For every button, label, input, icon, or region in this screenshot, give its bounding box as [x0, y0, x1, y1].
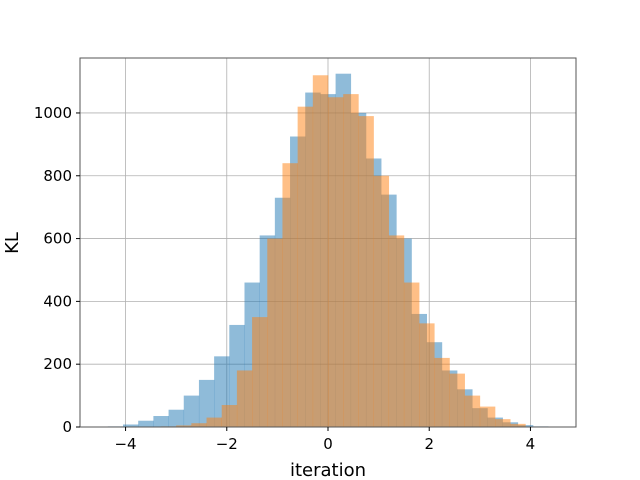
histogram-bar [198, 379, 215, 427]
x-tick-label: −2 [216, 435, 238, 453]
histogram-bar [479, 406, 496, 427]
histogram-bar [221, 405, 238, 427]
histogram-bar [123, 424, 139, 427]
y-tick-label: 600 [43, 230, 72, 248]
histogram-bar [252, 317, 268, 427]
histogram-bar [168, 409, 185, 427]
histogram-bar [191, 423, 207, 427]
histogram-bars [107, 73, 549, 428]
histogram-bar [176, 425, 192, 427]
histogram-bar [138, 420, 154, 427]
histogram-bar [206, 417, 223, 427]
histogram-bar [495, 419, 511, 427]
x-axis-label: iteration [290, 460, 366, 480]
y-tick-label: 400 [43, 292, 72, 310]
histogram-bar [343, 94, 359, 427]
histogram-bar [373, 175, 390, 427]
histogram-bar [312, 75, 329, 427]
histogram-bar [267, 238, 283, 427]
y-tick-label: 0 [62, 418, 72, 436]
x-tick-label: 0 [323, 435, 333, 453]
x-tick-label: −4 [114, 435, 136, 453]
histogram-bar [464, 395, 481, 427]
histogram-bar [434, 357, 450, 427]
histogram-bar [282, 163, 298, 427]
y-tick-label: 1000 [34, 104, 72, 122]
histogram-bar [358, 116, 374, 427]
histogram-bar [328, 97, 344, 428]
histogram-series-2 [145, 75, 526, 428]
histogram-bar [419, 323, 435, 427]
histogram-bar [153, 416, 169, 427]
histogram-bar [183, 395, 200, 427]
y-tick-label: 200 [43, 355, 72, 373]
histogram-bar [388, 235, 405, 427]
histogram-bar [403, 282, 420, 427]
x-tick-label: 2 [424, 435, 434, 453]
histogram-bar [510, 423, 526, 427]
x-tick-label: 4 [526, 435, 536, 453]
y-tick-label: 800 [43, 167, 72, 185]
histogram-bar [236, 370, 253, 427]
axis-ticks: −4 −2 0 2 4 0 200 400 600 800 1000 [34, 104, 535, 453]
y-axis-label: KL [2, 232, 23, 254]
histogram-bar [449, 373, 465, 427]
histogram-bar [297, 106, 314, 427]
